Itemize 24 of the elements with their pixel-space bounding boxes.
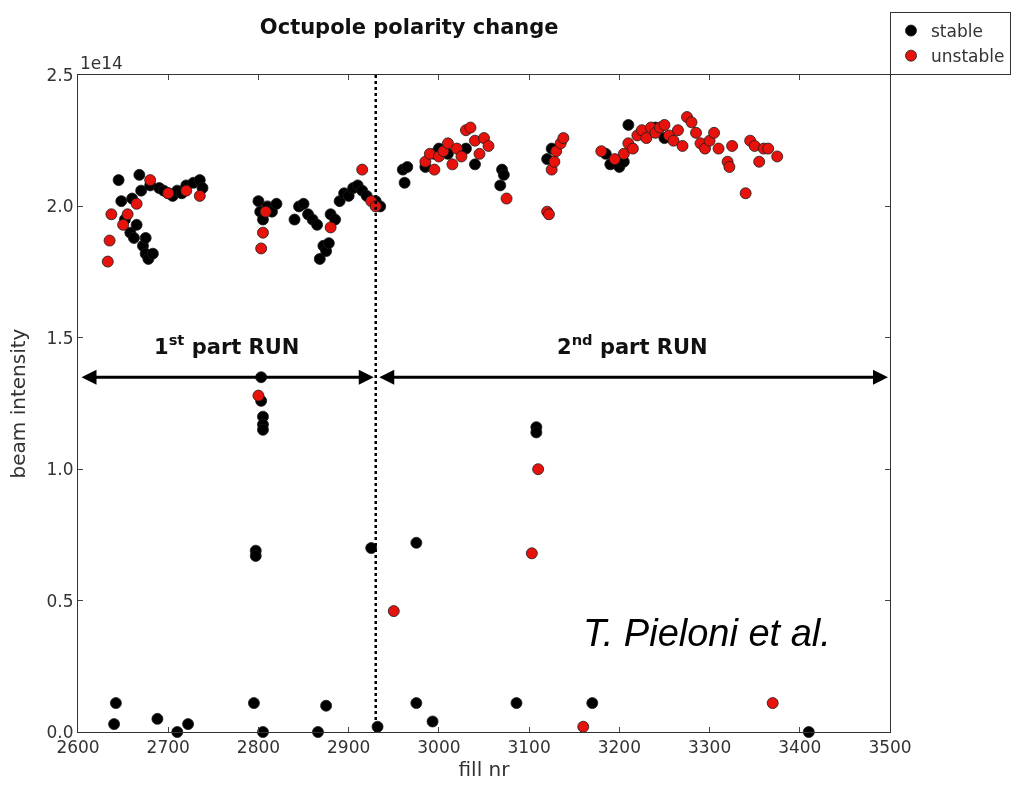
x-tick-label: 3500: [868, 737, 912, 758]
y-tick-label: 0.5: [46, 590, 74, 611]
y-tick-label: 2.5: [46, 64, 74, 85]
x-tick-label: 2800: [236, 737, 281, 758]
x-tick-label: 3100: [507, 737, 551, 758]
annotation: 2$^{nd}$ part RUN: [557, 331, 708, 359]
y-tick-label: 2.0: [46, 196, 74, 217]
x-axis-title: fill nr: [458, 757, 511, 782]
x-tick-label: 3000: [417, 737, 461, 758]
y-tick-label: 1.0: [46, 459, 74, 480]
y-axis-title: beam intensity: [6, 328, 31, 479]
x-tick-label: 2600: [56, 737, 100, 758]
text: 1e14: [80, 53, 123, 73]
x-tick-label: 2700: [146, 737, 190, 758]
chart-title: Octupole polarity change: [259, 15, 559, 40]
annotation: 1$^{st}$ part RUN: [154, 331, 300, 359]
annotation: T. Pieloni et al.: [583, 612, 831, 654]
legend-label: unstable: [931, 46, 1005, 67]
x-tick-label: 3200: [597, 737, 641, 758]
x-tick-label: 3400: [778, 737, 822, 758]
legend-label: stable: [931, 21, 983, 42]
y-tick-label: 1.5: [46, 327, 74, 348]
x-tick-label: 2900: [327, 737, 371, 758]
x-tick-label: 3300: [687, 737, 732, 758]
